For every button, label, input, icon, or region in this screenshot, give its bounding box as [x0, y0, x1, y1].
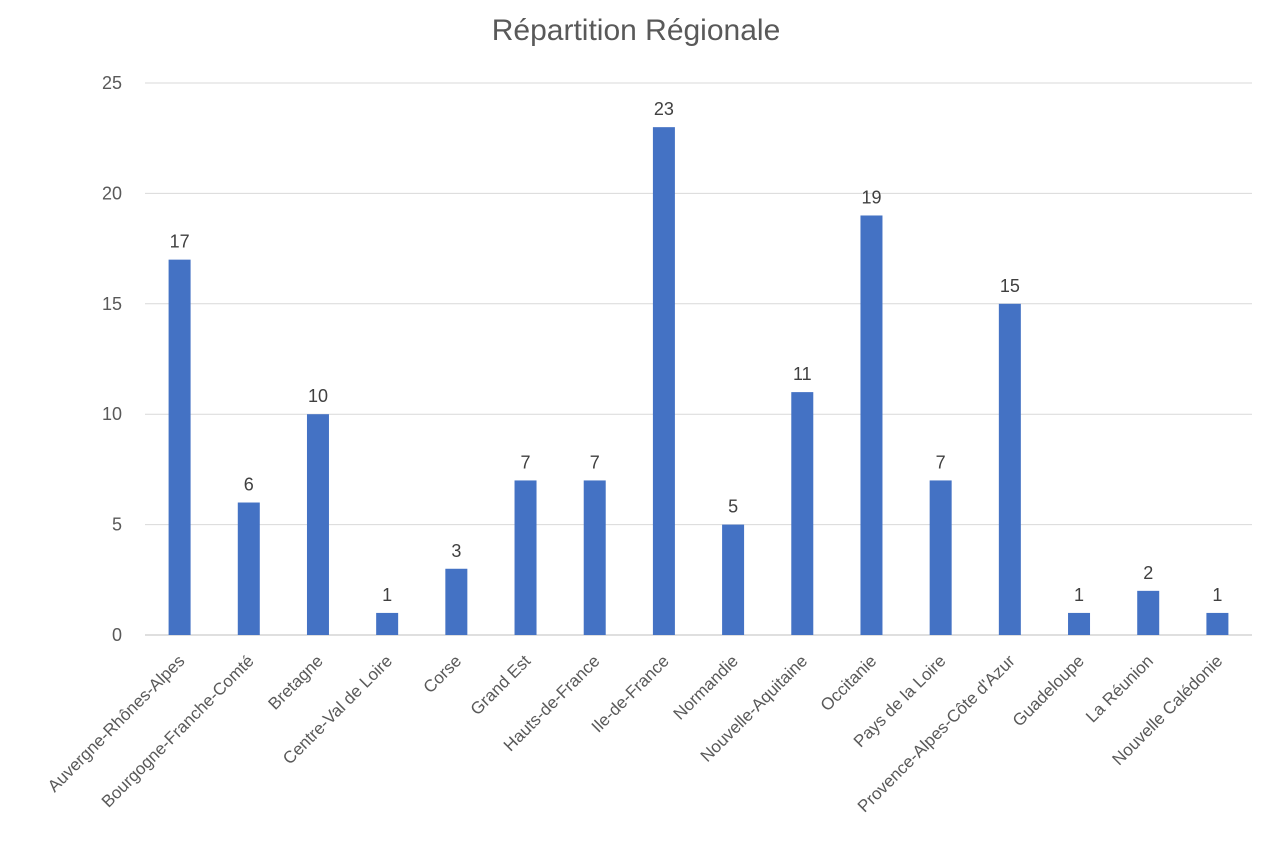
x-tick-label: Auvergne-Rhônes-Alpes: [44, 651, 188, 795]
x-tick-label: Occitanie: [817, 651, 881, 715]
data-label: 10: [308, 386, 328, 406]
data-label: 3: [451, 541, 461, 561]
bar: [306, 414, 329, 635]
y-tick-label: 15: [102, 294, 122, 314]
x-tick-label: Normandie: [670, 651, 742, 723]
y-tick-label: 0: [112, 625, 122, 645]
bar: [1068, 612, 1091, 635]
data-label: 6: [244, 475, 254, 495]
bar: [722, 524, 745, 635]
data-label: 11: [793, 364, 812, 384]
bar: [514, 480, 537, 635]
data-label: 1: [382, 585, 392, 605]
bars: [168, 127, 1229, 636]
data-label: 19: [861, 187, 881, 207]
x-tick-label: La Réunion: [1082, 651, 1157, 726]
bar: [376, 612, 399, 635]
data-label: 2: [1143, 563, 1153, 583]
x-tick-label: Grand Est: [467, 651, 535, 719]
x-tick-label: Bretagne: [265, 651, 327, 713]
bar: [860, 215, 883, 636]
y-tick-label: 20: [102, 183, 122, 203]
y-tick-label: 25: [102, 73, 122, 93]
x-tick-label: Guadeloupe: [1009, 651, 1088, 730]
bar: [791, 392, 814, 635]
data-label: 15: [1000, 276, 1020, 296]
data-label: 1: [1212, 585, 1222, 605]
data-label: 7: [936, 452, 946, 472]
data-label: 17: [170, 232, 190, 252]
bar: [445, 568, 468, 635]
gridlines: [145, 82, 1252, 636]
y-tick-label: 10: [102, 404, 122, 424]
y-tick-label: 5: [112, 515, 122, 535]
bar: [652, 127, 675, 635]
bar: [237, 502, 260, 635]
x-axis-ticks: Auvergne-Rhônes-AlpesBourgogne-Franche-C…: [44, 651, 1226, 816]
data-label: 1: [1074, 585, 1084, 605]
bar: [583, 480, 606, 635]
data-label: 23: [654, 99, 674, 119]
bar: [1137, 590, 1160, 635]
data-labels: 17 6 10 1 3 7 7 23 5 11 19 7 15 1 2 1: [170, 99, 1223, 605]
x-tick-label: Corse: [420, 651, 466, 697]
data-label: 7: [521, 452, 531, 472]
chart-title: Répartition Régionale: [492, 14, 781, 47]
bar: [1206, 612, 1229, 635]
y-axis-ticks: 0 5 10 15 20 25: [102, 73, 122, 645]
bar: [998, 303, 1021, 635]
bar: [929, 480, 952, 635]
data-label: 7: [590, 452, 600, 472]
bar: [168, 259, 191, 635]
data-label: 5: [728, 497, 738, 517]
